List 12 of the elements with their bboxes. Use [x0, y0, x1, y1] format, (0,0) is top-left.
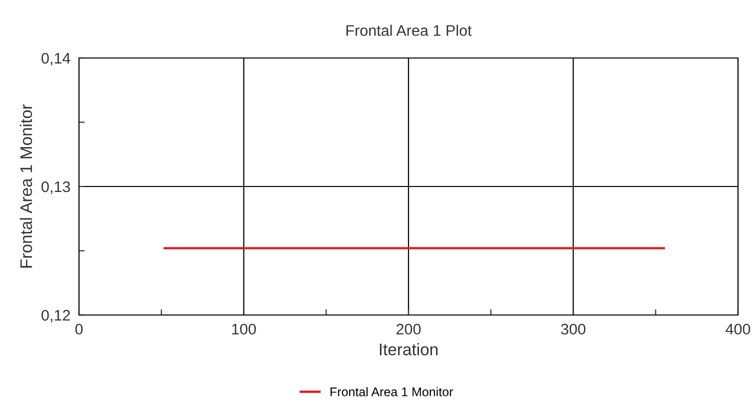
x-tick-label: 300 [561, 324, 586, 335]
x-axis-title: Iteration [380, 343, 438, 356]
x-tick-label: 0 [75, 324, 83, 335]
x-tick-label: 100 [232, 324, 256, 335]
y-axis-title: Frontal Area 1 Monitor [20, 104, 32, 268]
chart-title: Frontal Area 1 Plot [346, 24, 472, 36]
x-tick-label: 200 [396, 324, 421, 335]
x-tick-label: 400 [726, 324, 750, 335]
y-tick-label: 0,14 [42, 52, 70, 66]
y-tick-label: 0,12 [42, 310, 70, 322]
y-tick-label: 0,13 [42, 181, 70, 194]
legend-label: Frontal Area 1 Monitor [330, 387, 454, 396]
